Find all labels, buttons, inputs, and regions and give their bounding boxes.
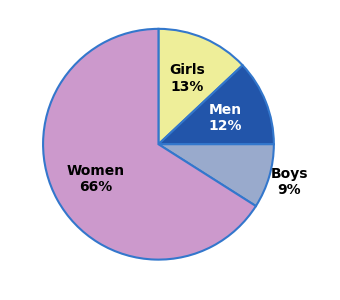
Text: Men
12%: Men 12% [208, 103, 242, 133]
Wedge shape [158, 144, 274, 206]
Text: Girls
13%: Girls 13% [169, 64, 205, 94]
Text: Boys
9%: Boys 9% [270, 167, 308, 197]
Wedge shape [158, 65, 274, 144]
Wedge shape [43, 29, 256, 260]
Wedge shape [158, 29, 242, 144]
Text: Women
66%: Women 66% [67, 164, 125, 194]
